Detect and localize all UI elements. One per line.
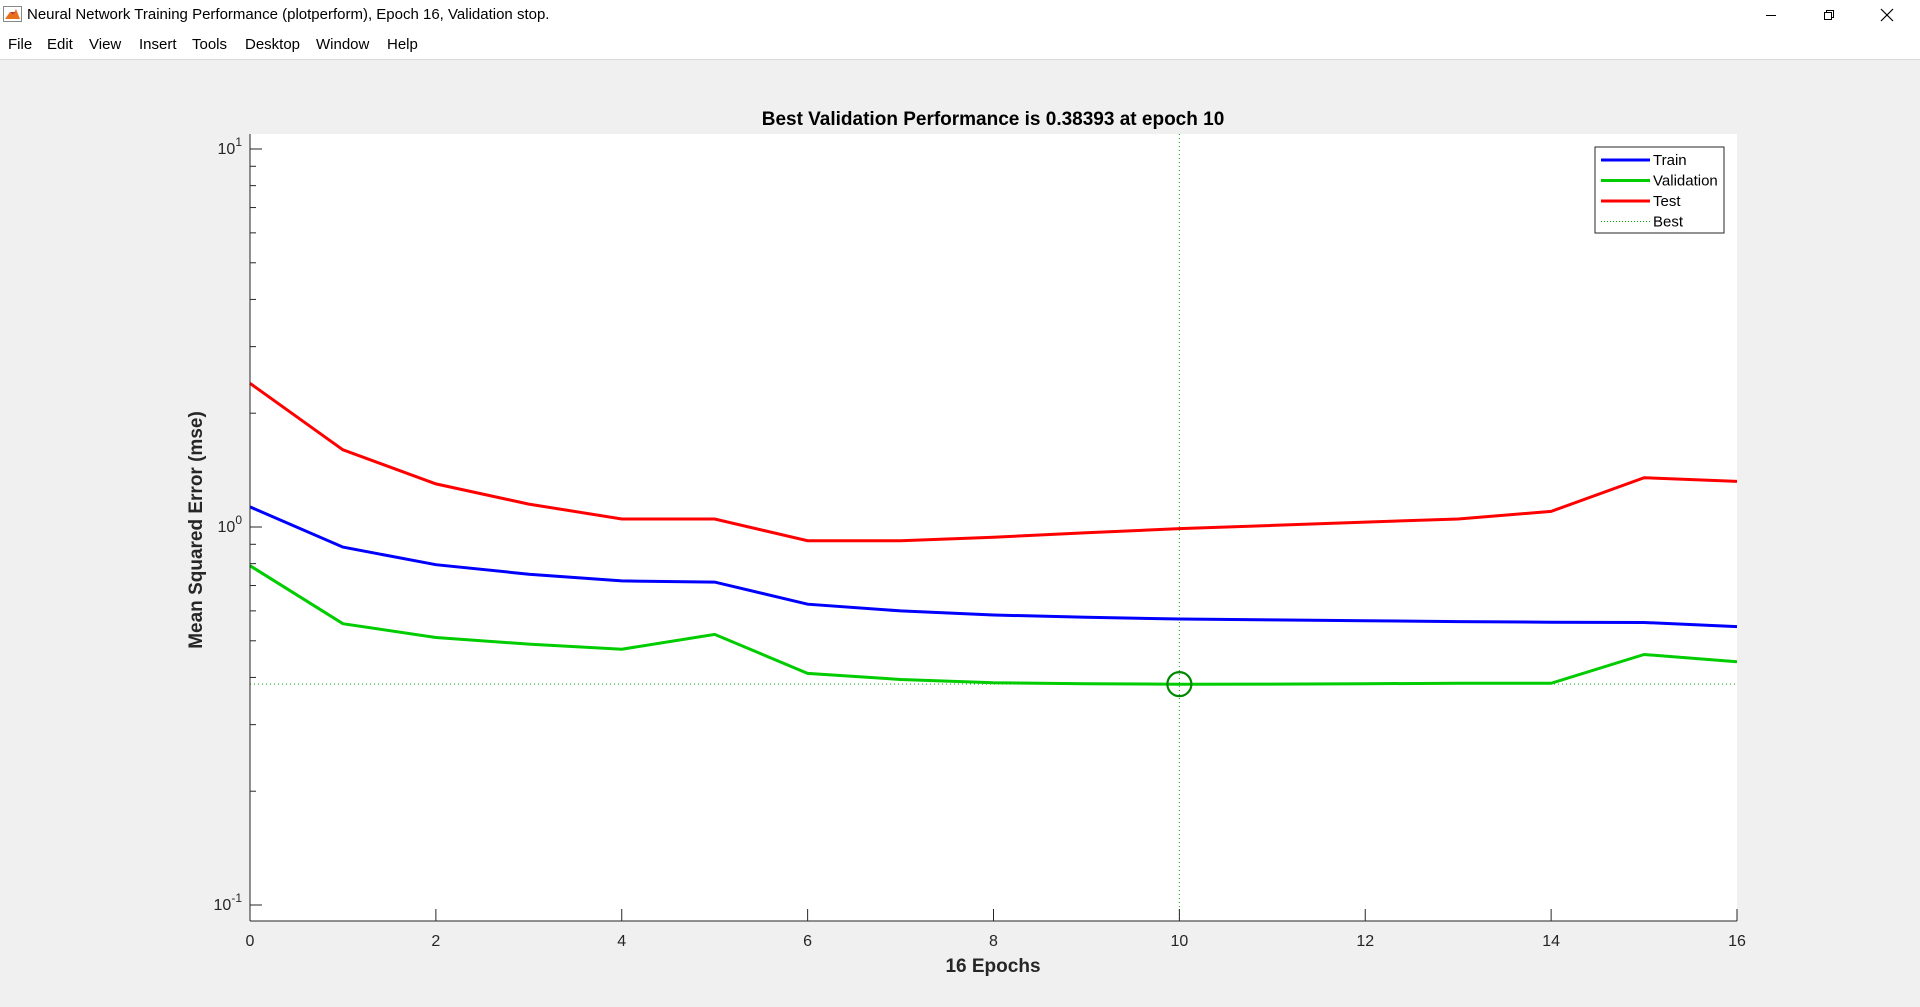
performance-chart: 0 2 4 6 8 10 12 14 16 101 100 10-1 Best Validation… [186, 109, 1746, 977]
x-axis-label: 16 Epochs [945, 956, 1040, 977]
x-tick-label: 6 [803, 933, 812, 950]
x-tick-label: 4 [617, 933, 626, 950]
title-bar: Neural Network Training Performance (plo… [0, 0, 1920, 30]
close-button[interactable] [1858, 0, 1916, 30]
y-axis-label: Mean Squared Error (mse) [186, 411, 207, 649]
series-line-train [249, 505, 1738, 629]
legend-label-train: Train [1653, 152, 1687, 169]
legend-label-validation: Validation [1653, 173, 1718, 190]
menu-tools[interactable]: Tools [192, 36, 228, 53]
x-tick-label: 12 [1356, 933, 1374, 950]
window-title: Neural Network Training Performance (plo… [27, 6, 550, 23]
restore-icon [1824, 10, 1834, 20]
x-tick-label: 2 [431, 933, 440, 950]
y-tick-label: 10-1 [214, 891, 243, 914]
menu-help[interactable]: Help [387, 36, 418, 53]
figure-canvas: 0 2 4 6 8 10 12 14 16 101 100 10-1 Best Validation… [0, 60, 1920, 1007]
matlab-icon[interactable] [3, 6, 22, 22]
menu-insert[interactable]: Insert [139, 36, 177, 53]
legend[interactable]: Train Validation Test Best [1594, 146, 1725, 234]
legend-label-best: Best [1653, 214, 1684, 231]
chart-title: Best Validation Performance is 0.38393 a… [762, 109, 1225, 130]
restore-button[interactable] [1800, 0, 1858, 30]
x-tick-label: 8 [989, 933, 998, 950]
menu-file[interactable]: File [8, 36, 33, 53]
menu-bar: File Edit View Insert Tools Desktop Wind… [0, 30, 1920, 76]
x-tick-label: 14 [1542, 933, 1560, 950]
best-marker [1166, 671, 1193, 698]
y-tick-label: 100 [218, 513, 243, 536]
minimize-button[interactable] [1742, 0, 1800, 30]
menu-window[interactable]: Window [316, 36, 370, 53]
legend-label-test: Test [1653, 193, 1681, 210]
series-line-validation [249, 564, 1738, 686]
menu-edit[interactable]: Edit [47, 36, 73, 53]
y-tick-label: 101 [218, 135, 243, 158]
x-tick-label: 10 [1170, 933, 1188, 950]
minimize-icon [1766, 15, 1776, 16]
menu-view[interactable]: View [89, 36, 122, 53]
x-tick-label: 0 [246, 933, 255, 950]
close-icon [1880, 8, 1894, 22]
x-tick-label: 16 [1728, 933, 1746, 950]
series-line-test [249, 382, 1738, 543]
plot-area [250, 134, 1737, 921]
menu-desktop[interactable]: Desktop [245, 36, 301, 53]
